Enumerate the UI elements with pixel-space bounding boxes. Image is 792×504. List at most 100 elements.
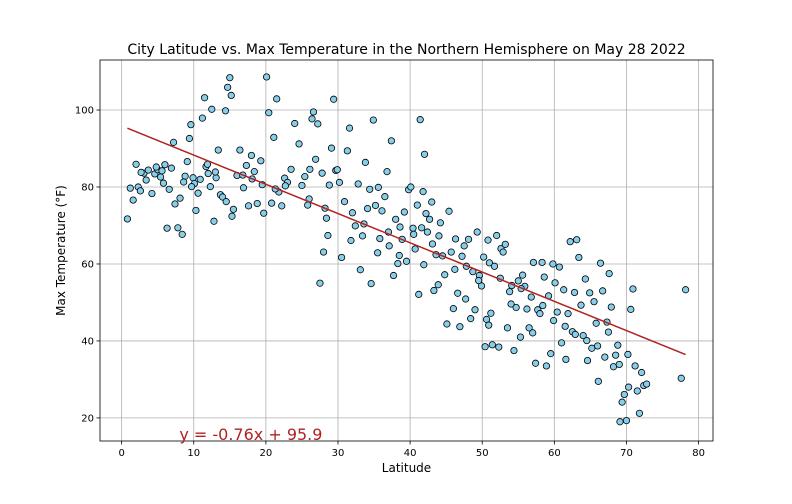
data-point xyxy=(594,342,602,350)
data-point xyxy=(527,293,535,301)
data-point xyxy=(550,316,558,325)
data-point xyxy=(156,173,165,181)
data-point xyxy=(314,120,322,128)
data-point xyxy=(374,183,382,191)
data-point xyxy=(253,199,261,208)
data-point xyxy=(445,207,453,215)
data-point xyxy=(208,105,216,113)
data-point xyxy=(458,252,466,260)
data-point xyxy=(366,185,374,193)
data-point xyxy=(629,285,637,293)
data-point xyxy=(560,286,568,294)
data-point xyxy=(592,319,600,327)
data-point xyxy=(270,133,278,141)
data-point xyxy=(477,282,486,290)
data-point xyxy=(499,248,507,256)
data-point xyxy=(596,259,605,267)
x-tick-label: 0 xyxy=(118,448,124,459)
data-points xyxy=(123,73,690,426)
data-point xyxy=(400,208,408,216)
data-point xyxy=(187,121,195,129)
data-point xyxy=(551,279,559,287)
data-point xyxy=(540,273,548,281)
data-point xyxy=(192,206,200,215)
data-point xyxy=(542,362,551,370)
data-point xyxy=(614,341,622,349)
data-point xyxy=(616,418,624,426)
data-point xyxy=(295,140,303,148)
data-point xyxy=(176,194,184,202)
data-point xyxy=(516,333,525,341)
data-point xyxy=(460,242,468,250)
data-point xyxy=(601,353,609,361)
data-point xyxy=(265,109,273,117)
data-point xyxy=(464,235,473,243)
data-point xyxy=(512,303,520,312)
data-point xyxy=(229,205,238,213)
data-point xyxy=(454,289,462,297)
data-point xyxy=(214,146,222,154)
data-point xyxy=(181,172,189,180)
data-point xyxy=(363,204,372,213)
data-point xyxy=(420,150,429,158)
data-point xyxy=(557,339,566,347)
data-point xyxy=(385,242,393,250)
data-point xyxy=(420,261,428,269)
data-point xyxy=(627,305,635,313)
data-point xyxy=(309,108,318,116)
data-point xyxy=(435,232,443,240)
data-point xyxy=(278,202,286,210)
data-point xyxy=(549,260,557,268)
data-point xyxy=(553,308,561,316)
data-point xyxy=(392,215,400,223)
data-point xyxy=(571,330,579,338)
y-axis-label: Max Temperature (°F) xyxy=(54,185,68,316)
data-point xyxy=(637,368,646,377)
data-point xyxy=(345,124,354,132)
x-tick-label: 50 xyxy=(476,448,489,459)
data-point xyxy=(212,174,220,182)
data-point xyxy=(423,228,432,236)
data-point xyxy=(539,301,547,310)
data-point xyxy=(281,182,289,190)
data-point xyxy=(449,305,457,313)
data-point xyxy=(239,184,248,192)
data-point xyxy=(325,181,333,189)
y-tick-label: 80 xyxy=(81,183,94,194)
data-point xyxy=(677,374,685,382)
data-point xyxy=(434,281,442,289)
data-point xyxy=(330,95,338,103)
data-point xyxy=(343,147,351,155)
data-point xyxy=(354,180,362,188)
data-point xyxy=(322,214,331,222)
data-point xyxy=(586,289,594,297)
data-point xyxy=(187,183,196,191)
data-point xyxy=(298,181,306,190)
data-point xyxy=(196,175,204,183)
data-point xyxy=(488,341,496,349)
data-point xyxy=(159,179,168,187)
data-point xyxy=(436,219,444,227)
data-point xyxy=(183,158,191,166)
data-point xyxy=(132,160,140,168)
data-point xyxy=(481,343,489,351)
axis-ticks: 0 10 20 30 40 50 60 70 80 20 40 60 80 100 xyxy=(75,106,705,459)
data-point xyxy=(335,178,344,186)
data-point xyxy=(327,144,336,152)
data-point xyxy=(123,215,132,223)
data-point xyxy=(185,134,194,143)
data-point xyxy=(447,248,455,256)
data-point xyxy=(529,258,538,267)
data-point xyxy=(381,193,389,201)
data-point xyxy=(242,161,250,170)
data-point xyxy=(631,362,639,370)
data-point xyxy=(462,295,470,303)
data-point xyxy=(158,167,166,175)
data-point xyxy=(376,234,384,243)
data-point xyxy=(250,168,258,176)
data-point xyxy=(484,236,492,244)
data-point xyxy=(562,355,570,364)
y-tick-label: 40 xyxy=(81,336,94,347)
data-point xyxy=(519,271,527,279)
